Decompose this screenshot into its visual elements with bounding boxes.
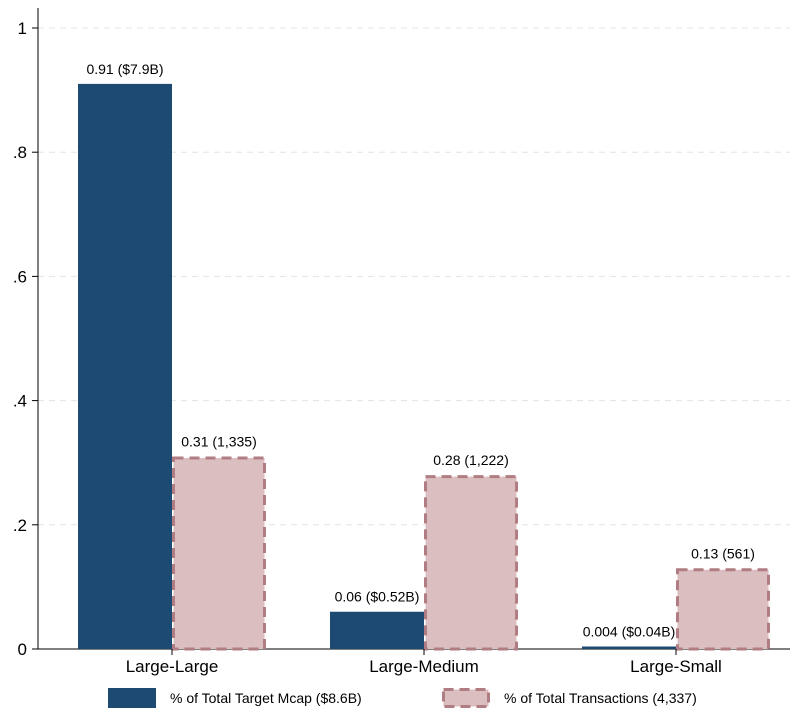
data-label-1-1: 0.06 ($0.52B) bbox=[335, 589, 420, 605]
legend-swatch-2 bbox=[442, 688, 490, 708]
legend-label-2: % of Total Transactions (4,337) bbox=[504, 690, 697, 706]
legend-label-1: % of Total Target Mcap ($8.6B) bbox=[170, 690, 362, 706]
bar-1-0[interactable] bbox=[78, 83, 172, 649]
bar-1-2[interactable] bbox=[582, 646, 676, 649]
y-tick-label-3: .6 bbox=[13, 267, 27, 286]
x-tick-label-0: Large-Large bbox=[126, 657, 219, 676]
legend-swatch-1 bbox=[108, 688, 156, 708]
y-tick-label-1: .2 bbox=[13, 516, 27, 535]
bar-2-2[interactable] bbox=[676, 568, 770, 651]
data-label-2-1: 0.28 (1,222) bbox=[433, 452, 509, 468]
data-label-1-0: 0.91 ($7.9B) bbox=[86, 61, 163, 77]
y-tick-label-2: .4 bbox=[13, 392, 27, 411]
y-tick-label-4: .8 bbox=[13, 143, 27, 162]
bar-2-0[interactable] bbox=[172, 456, 266, 651]
legend-item-2[interactable]: % of Total Transactions (4,337) bbox=[442, 688, 697, 708]
data-label-2-2: 0.13 (561) bbox=[691, 545, 755, 561]
bar-1-1[interactable] bbox=[330, 611, 424, 649]
bar-2-1[interactable] bbox=[424, 475, 518, 651]
legend-item-1[interactable]: % of Total Target Mcap ($8.6B) bbox=[108, 688, 362, 708]
x-tick-label-1: Large-Medium bbox=[369, 657, 479, 676]
x-tick-label-2: Large-Small bbox=[630, 657, 722, 676]
y-tick-label-5: 1 bbox=[18, 19, 27, 38]
y-tick-label-0: 0 bbox=[18, 640, 27, 659]
data-label-2-0: 0.31 (1,335) bbox=[181, 433, 257, 449]
data-label-1-2: 0.004 ($0.04B) bbox=[583, 624, 676, 640]
